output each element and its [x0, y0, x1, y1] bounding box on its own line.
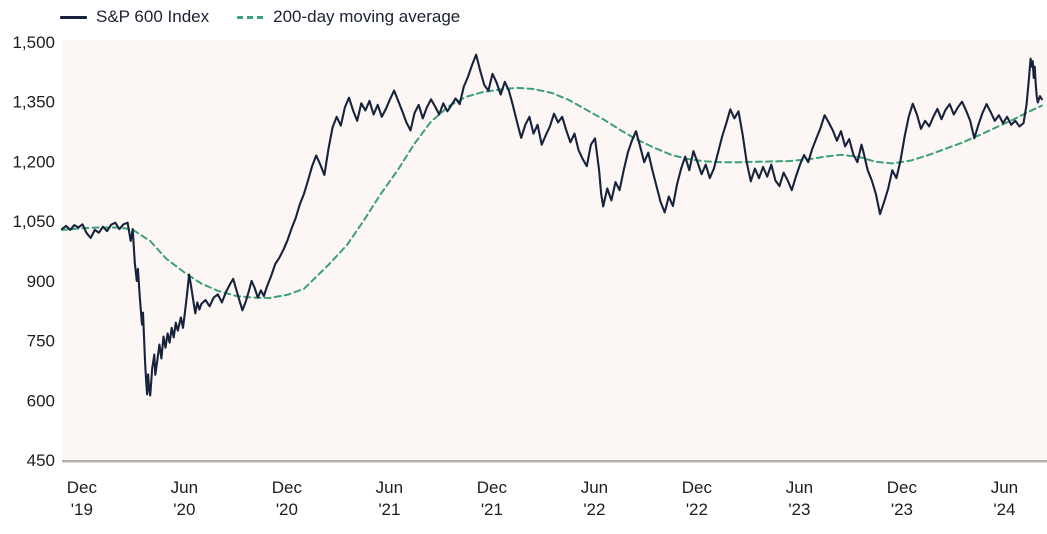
x-axis-tick-month-label: Jun: [376, 478, 403, 497]
x-axis-tick-month-label: Dec: [887, 478, 918, 497]
y-axis-tick-label: 1,200: [12, 152, 55, 171]
x-axis-tick-year-label: '21: [481, 500, 503, 519]
index-line-swatch: [60, 15, 87, 19]
index-line: [60, 53, 1043, 397]
legend-item-moving-average: 200-day moving average: [237, 7, 460, 27]
x-axis-tick-month-label: Dec: [477, 478, 508, 497]
x-axis-tick-year-label: '23: [788, 500, 810, 519]
chart-legend: S&P 600 Index 200-day moving average: [60, 7, 460, 27]
moving-average-line-swatch: [237, 15, 265, 19]
x-axis-tick-month-label: Dec: [67, 478, 98, 497]
y-axis-tick-label: 1,500: [12, 33, 55, 52]
x-axis-tick-month-label: Jun: [581, 478, 608, 497]
legend-label-moving-average: 200-day moving average: [273, 7, 461, 26]
legend-item-index: S&P 600 Index: [60, 7, 209, 27]
plot-background: [62, 40, 1047, 461]
x-axis-tick-year-label: '23: [891, 500, 913, 519]
x-axis-tick-month-label: Jun: [991, 478, 1018, 497]
x-axis-tick-year-label: '22: [686, 500, 708, 519]
y-axis-tick-label: 600: [27, 391, 55, 410]
x-axis-line: [62, 460, 1047, 463]
x-axis-tick-year-label: '20: [173, 500, 195, 519]
y-axis-tick-label: 450: [27, 451, 55, 470]
x-axis-tick-year-label: '21: [378, 500, 400, 519]
x-axis-tick-year-label: '24: [993, 500, 1015, 519]
y-axis-tick-label: 1,050: [12, 212, 55, 231]
x-axis-tick-month-label: Dec: [272, 478, 303, 497]
moving-average-line: [61, 86, 1043, 299]
x-axis-tick-year-label: '22: [583, 500, 605, 519]
x-axis-tick-year-label: '19: [71, 500, 93, 519]
x-axis-tick-month-label: Dec: [682, 478, 713, 497]
legend-label-index: S&P 600 Index: [96, 7, 210, 26]
x-axis-tick-month-label: Jun: [786, 478, 813, 497]
y-axis-tick-label: 1,350: [12, 93, 55, 112]
x-axis-tick-month-label: Jun: [171, 478, 198, 497]
y-axis-tick-label: 900: [27, 272, 55, 291]
x-axis-tick-year-label: '20: [276, 500, 298, 519]
y-axis-tick-label: 750: [27, 332, 55, 351]
